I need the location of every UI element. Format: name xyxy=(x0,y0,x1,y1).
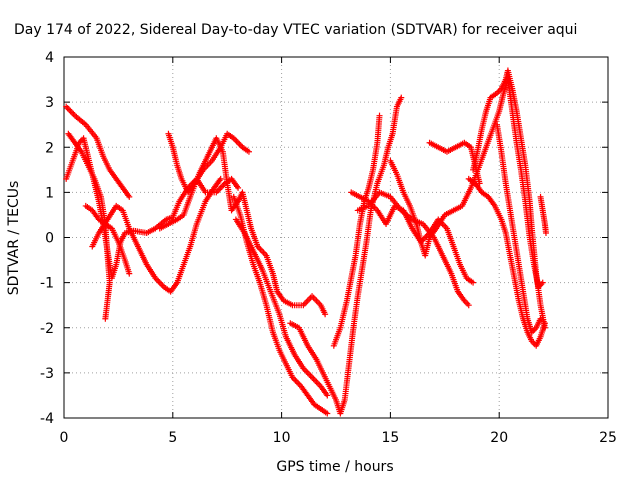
y-tick-label: -4 xyxy=(40,411,54,427)
x-axis-label: GPS time / hours xyxy=(276,459,393,475)
x-axis-ticks: 0 5 10 15 20 25 xyxy=(60,57,617,446)
y-tick-label: -1 xyxy=(40,276,54,292)
x-tick-label: 20 xyxy=(490,430,508,446)
y-tick-label: 3 xyxy=(45,95,54,111)
plus-marker xyxy=(376,112,383,119)
series-arc-5 xyxy=(89,175,224,295)
y-tick-label: 2 xyxy=(45,140,54,156)
grid xyxy=(64,57,608,418)
series-arc-1 xyxy=(63,103,133,200)
plus-marker xyxy=(398,94,405,101)
y-tick-label: -3 xyxy=(40,366,54,382)
plus-marker xyxy=(539,279,546,286)
series-arc-12 xyxy=(348,189,477,286)
plus-marker xyxy=(324,410,331,417)
x-tick-label: 25 xyxy=(599,430,617,446)
series-arc-6 xyxy=(165,130,252,196)
series-arc-17 xyxy=(465,175,548,349)
y-tick-label: 1 xyxy=(45,185,54,201)
series-arc-10 xyxy=(287,94,405,417)
series-arc-3 xyxy=(65,130,113,322)
x-tick-label: 5 xyxy=(168,430,177,446)
series-arc-19 xyxy=(537,193,549,236)
series-arc-16 xyxy=(470,67,548,331)
series-arc-7 xyxy=(156,135,329,318)
plus-marker xyxy=(217,175,224,182)
series-arc-8 xyxy=(230,193,331,417)
series-arc-4 xyxy=(82,202,133,277)
data-marks xyxy=(63,67,549,417)
plus-marker xyxy=(542,229,549,236)
plus-marker xyxy=(541,320,548,327)
x-tick-label: 0 xyxy=(60,430,69,446)
plus-marker xyxy=(537,315,544,322)
plus-marker xyxy=(465,302,472,309)
series-arc-14 xyxy=(387,76,546,291)
plus-marker xyxy=(126,270,133,277)
plus-marker xyxy=(245,148,252,155)
series-arc-9 xyxy=(232,216,331,399)
plus-marker xyxy=(322,311,329,318)
plus-marker xyxy=(235,184,242,191)
plus-marker xyxy=(126,193,133,200)
plus-marker xyxy=(102,315,109,322)
x-tick-label: 10 xyxy=(273,430,291,446)
chart-title: Day 174 of 2022, Sidereal Day-to-day VTE… xyxy=(14,22,577,38)
plus-marker xyxy=(324,392,331,399)
y-tick-label: 0 xyxy=(45,231,54,247)
series-arc-15 xyxy=(426,139,483,187)
y-axis-label: SDTVAR / TECUs xyxy=(6,181,22,296)
x-tick-label: 15 xyxy=(381,430,399,446)
plus-marker xyxy=(470,279,477,286)
series-arc-18 xyxy=(494,121,544,336)
y-tick-label: 4 xyxy=(45,50,54,66)
y-tick-label: -2 xyxy=(40,321,54,337)
series-arc-11 xyxy=(330,112,383,349)
y-axis-ticks: 4 3 2 1 0 -1 -2 -3 -4 xyxy=(40,50,608,427)
